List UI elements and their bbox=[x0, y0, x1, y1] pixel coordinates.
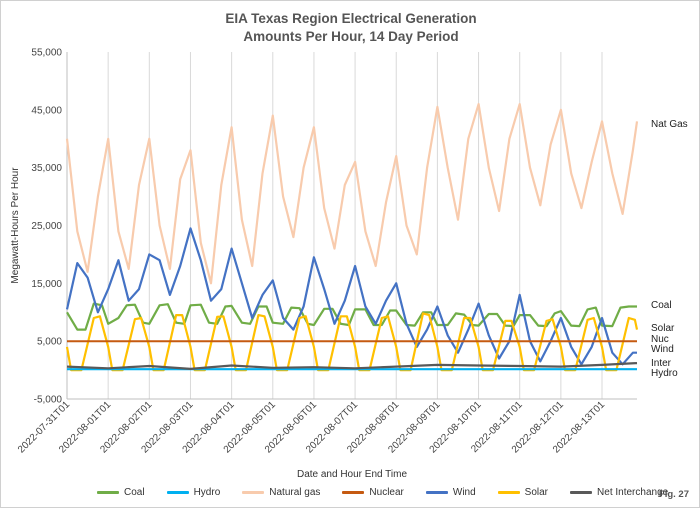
figure-label: Fig. 27 bbox=[658, 489, 689, 500]
legend-swatch bbox=[570, 491, 593, 494]
y-tick-label: 5,000 bbox=[37, 337, 62, 348]
series-line-natural-gas bbox=[65, 103, 639, 285]
legend-item-natural-gas: Natural gas bbox=[242, 487, 320, 498]
chart-title-line-1: EIA Texas Region Electrical Generation bbox=[225, 11, 477, 26]
legend-swatch bbox=[425, 491, 448, 494]
legend-item-nuclear: Nuclear bbox=[342, 487, 404, 498]
y-tick-label: 25,000 bbox=[31, 221, 62, 232]
legend-swatch bbox=[242, 491, 265, 494]
legend-label: Wind bbox=[452, 487, 476, 498]
series-line-coal bbox=[66, 302, 637, 331]
series-line-wind bbox=[65, 227, 637, 366]
y-tick-label: -5,000 bbox=[34, 395, 63, 406]
legend-item-solar: Solar bbox=[497, 487, 549, 498]
end-label-nuclear: Nuc bbox=[651, 334, 669, 345]
y-tick-label: 35,000 bbox=[31, 163, 62, 174]
end-label-hydro: Hydro bbox=[651, 368, 678, 379]
legend-item-hydro: Hydro bbox=[166, 487, 221, 498]
legend-item-coal: Coal bbox=[97, 487, 145, 498]
end-label-coal: Coal bbox=[651, 300, 672, 311]
chart-title-line-2: Amounts Per Hour, 14 Day Period bbox=[243, 29, 459, 44]
legend-item-net-interchange: Net Interchange bbox=[570, 487, 668, 498]
end-label-wind: Wind bbox=[651, 344, 674, 355]
y-axis-label: Megawatt-Hours Per Hour bbox=[10, 167, 21, 284]
y-tick-label: 45,000 bbox=[31, 105, 62, 116]
end-label-solar: Solar bbox=[651, 323, 675, 334]
legend-label: Solar bbox=[524, 487, 549, 498]
y-tick-label: 15,000 bbox=[31, 279, 62, 290]
legend-item-wind: Wind bbox=[425, 487, 476, 498]
legend-swatch bbox=[342, 491, 365, 494]
legend-swatch bbox=[166, 491, 189, 494]
series-line-net-interchange bbox=[66, 362, 638, 370]
end-label-natural-gas: Nat Gas bbox=[651, 119, 688, 130]
chart-title: EIA Texas Region Electrical Generation A… bbox=[1, 10, 700, 46]
legend-label: Coal bbox=[124, 487, 145, 498]
chart-legend: Coal Hydro Natural gas Nuclear Wind Solar Net … bbox=[97, 487, 668, 498]
legend-swatch bbox=[497, 491, 520, 494]
legend-label: Hydro bbox=[193, 487, 221, 498]
end-label-net-interchange: Inter bbox=[651, 358, 672, 369]
legend-label: Natural gas bbox=[269, 487, 321, 498]
legend-label: Net Interchange bbox=[597, 487, 669, 498]
x-axis-label: Date and Hour End Time bbox=[297, 469, 407, 480]
y-tick-label: 55,000 bbox=[31, 48, 62, 59]
legend-label: Nuclear bbox=[369, 487, 404, 498]
legend-swatch bbox=[97, 491, 119, 494]
